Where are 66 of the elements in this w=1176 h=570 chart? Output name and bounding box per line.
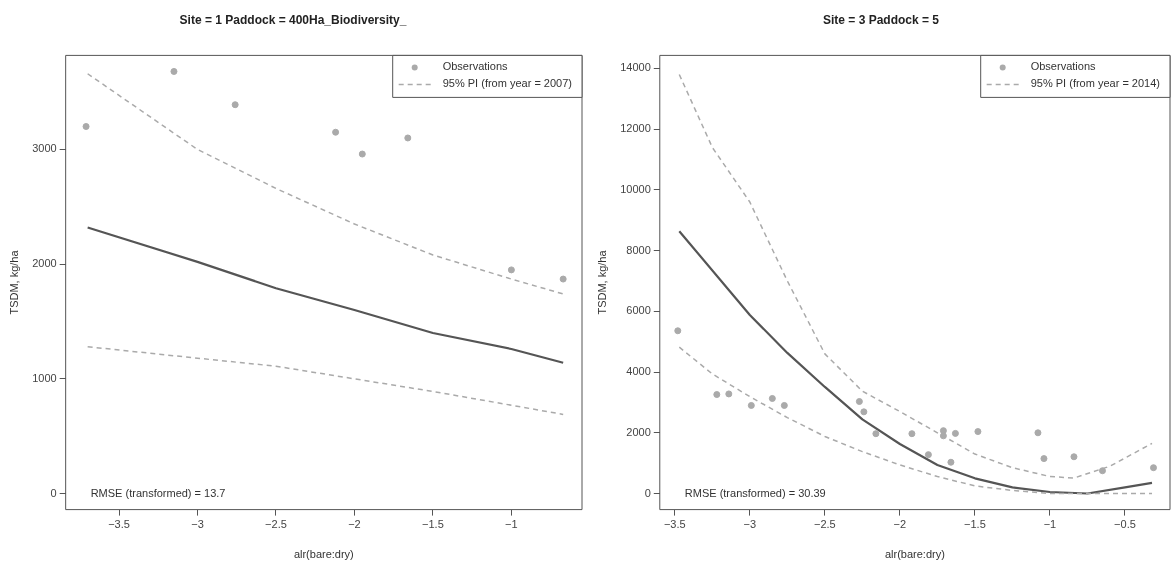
point [1034, 429, 1042, 437]
point [713, 391, 721, 399]
y-tick-label: 2000 [626, 425, 651, 438]
point [332, 128, 340, 136]
legend-label: 95% PI (from year = 2007) [442, 77, 572, 90]
x-tick-label: −3 [191, 518, 204, 531]
point [82, 123, 90, 131]
y-tick-label: 2000 [32, 257, 57, 270]
point [1149, 464, 1157, 472]
x-tick-label: −1 [1043, 518, 1057, 531]
point [974, 428, 982, 436]
point [725, 390, 733, 398]
x-tick-label: −1 [505, 518, 518, 531]
point [231, 101, 239, 109]
point [747, 401, 755, 409]
legend-label: Observations [442, 60, 508, 73]
point [1070, 453, 1078, 461]
y-tick-label: 14000 [620, 61, 651, 74]
x-tick-label: −3.5 [663, 518, 686, 531]
y-axis-title: TSDM, kg/ha [595, 249, 608, 315]
x-tick-label: −2.5 [265, 518, 287, 531]
x-tick-label: −1.5 [422, 518, 444, 531]
x-tick-label: −0.5 [1114, 518, 1136, 531]
point [507, 266, 515, 274]
point [559, 275, 567, 283]
x-tick-label: −3 [743, 518, 757, 531]
x-tick-label: −3.5 [108, 518, 130, 531]
point [939, 432, 947, 440]
x-tick-label: −1.5 [964, 518, 986, 531]
point [908, 430, 916, 438]
y-axis-title: TSDM, kg/ha [7, 249, 20, 315]
point [768, 394, 776, 402]
point [924, 451, 932, 459]
y-tick-label: 8000 [626, 243, 651, 256]
point [951, 429, 959, 437]
y-tick-label: 0 [644, 486, 651, 499]
point [947, 458, 955, 466]
point [1040, 455, 1048, 463]
point [1098, 467, 1106, 475]
chart-title: Site = 3 Paddock = 5 [822, 12, 940, 27]
y-tick-label: 0 [50, 486, 57, 499]
annotation: RMSE (transformed) = 30.39 [684, 486, 826, 499]
y-tick-label: 6000 [626, 304, 651, 317]
x-tick-label: −2.5 [814, 518, 836, 531]
point [872, 430, 880, 438]
y-tick-label: 3000 [32, 142, 57, 155]
legend-label: Observations [1030, 60, 1096, 73]
legend-label: 95% PI (from year = 2014) [1030, 77, 1160, 90]
point [674, 327, 682, 335]
point [855, 398, 863, 406]
point [780, 401, 788, 409]
point [170, 67, 178, 75]
point [358, 150, 366, 158]
y-tick-label: 10000 [620, 182, 651, 195]
y-tick-label: 1000 [32, 371, 57, 384]
x-tick-label: −2 [893, 518, 907, 531]
line-series [86, 345, 564, 416]
chart-title: Site = 1 Paddock = 400Ha_Biodiversity_ [179, 12, 407, 27]
y-tick-label: 4000 [626, 365, 651, 378]
annotation: RMSE (transformed) = 13.7 [90, 486, 226, 499]
point [860, 408, 868, 416]
x-axis-title: alr(bare:dry) [293, 548, 354, 561]
x-axis-title: alr(bare:dry) [884, 548, 945, 561]
y-tick-label: 12000 [620, 122, 651, 135]
x-tick-label: −2 [348, 518, 361, 531]
point [404, 134, 412, 142]
